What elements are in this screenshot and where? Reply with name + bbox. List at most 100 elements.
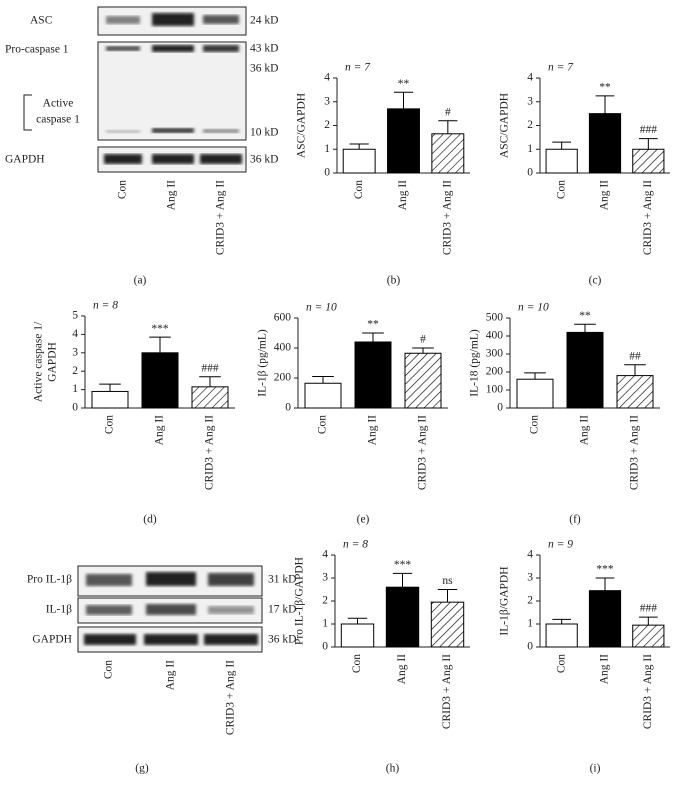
y-tick-label: 300 — [486, 348, 504, 360]
y-tick-label: 5 — [72, 310, 78, 322]
bar — [354, 341, 392, 409]
marker-label: 43 kD — [250, 43, 278, 55]
band — [86, 605, 132, 615]
y-tick-label: 4 — [72, 328, 78, 340]
y-tick-label: 0 — [324, 167, 330, 179]
x-tick-label: Ang II — [579, 415, 591, 446]
y-tick-label: 2 — [324, 119, 330, 131]
band — [84, 634, 136, 645]
y-axis-label: Active caspase 1/ — [33, 321, 45, 402]
bar — [616, 375, 654, 409]
significance-label: ## — [629, 350, 641, 362]
y-tick-label: 4 — [527, 72, 533, 84]
lane-label: CRID3 + Ang II — [215, 180, 227, 255]
panel-label: (a) — [134, 275, 147, 287]
significance-label: *** — [151, 323, 169, 335]
y-tick-label: 0 — [527, 641, 533, 653]
row-label: IL-1β — [46, 604, 72, 616]
band — [208, 606, 254, 614]
row-label: Pro-caspase 1 — [5, 44, 69, 56]
x-tick-label: Con — [317, 415, 329, 434]
row-label: caspase 1 — [36, 114, 80, 126]
bar — [545, 623, 578, 648]
bar — [588, 590, 622, 648]
y-tick-label: 0 — [497, 402, 503, 414]
band — [208, 573, 254, 586]
band — [104, 154, 142, 164]
band — [106, 16, 140, 24]
x-tick-label: CRID3 + Ang II — [642, 654, 654, 729]
blot-g: Pro IL-1β IL-1β GAPDH 31 kD 17 kD 36 kD … — [27, 565, 296, 775]
y-axis-label: Pro IL-1β/GAPDH — [294, 557, 306, 645]
bar — [632, 148, 665, 174]
bar-chart: 0 1 2 3 4 ASC/GAPDH n = 7 Con ** Ang II ### CRID3 +… — [499, 62, 670, 287]
significance-label: *** — [394, 559, 412, 571]
row-label: GAPDH — [32, 634, 72, 646]
band — [152, 45, 194, 52]
x-tick-label: CRID3 + Ang II — [441, 180, 453, 255]
significance-label: ### — [201, 362, 219, 374]
marker-label: 36 kD — [268, 634, 296, 646]
bar — [385, 586, 420, 648]
bar — [566, 331, 604, 409]
y-tick-label: 4 — [322, 549, 328, 561]
y-axis-label: IL-18 (pg/mL) — [469, 329, 481, 397]
band — [203, 15, 239, 24]
y-tick-label: 2 — [72, 365, 78, 377]
panel-label: (h) — [386, 763, 400, 775]
n-label: n = 10 — [306, 302, 337, 314]
y-axis-label: ASC/GAPDH — [499, 93, 511, 158]
x-tick-label: Ang II — [367, 415, 379, 446]
y-tick-label: 0 — [322, 641, 328, 653]
bar — [340, 623, 375, 648]
y-tick-label: 1 — [527, 143, 533, 155]
blot-a: ASC Pro-caspase 1 Active caspase 1 GAPDH… — [5, 6, 278, 287]
x-tick-label: Con — [529, 415, 541, 434]
x-tick-label: CRID3 + Ang II — [441, 654, 453, 729]
y-tick-label: 1 — [322, 618, 328, 630]
panel-label: (c) — [589, 275, 602, 287]
panel-label: (f) — [569, 514, 581, 526]
lane-label: Con — [103, 660, 115, 679]
bar — [342, 148, 376, 174]
significance-label: ** — [579, 310, 591, 322]
band — [106, 46, 140, 51]
x-tick-label: CRID3 + Ang II — [417, 415, 429, 490]
y-tick-label: 4 — [527, 549, 533, 561]
y-axis-label: IL-1β (pg/mL) — [257, 329, 269, 397]
panel-label: (i) — [590, 763, 601, 775]
bar — [404, 352, 442, 409]
marker-label: 10 kD — [250, 127, 278, 139]
bar — [91, 390, 129, 409]
panel-label: (e) — [357, 514, 370, 526]
significance-label: ### — [640, 124, 658, 136]
bar — [387, 108, 420, 174]
y-axis-label: ASC/GAPDH — [296, 93, 308, 158]
lane-label: Ang II — [165, 660, 177, 691]
x-tick-label: Con — [104, 415, 116, 434]
significance-label: ### — [640, 603, 658, 615]
y-tick-label: 2 — [527, 595, 533, 607]
n-label: n = 9 — [548, 539, 573, 551]
significance-label: ** — [599, 81, 611, 93]
blot-strip — [97, 41, 247, 141]
y-tick-label: 1 — [72, 383, 78, 395]
y-tick-label: 1 — [527, 618, 533, 630]
bar — [304, 382, 342, 409]
bar — [430, 601, 465, 648]
bar — [588, 113, 622, 174]
bar-chart: 0 100 200 300 400 500 IL-18 (pg/mL) n = 10 Con **… — [469, 302, 660, 526]
y-tick-label: 0 — [285, 402, 291, 414]
y-tick-label: 400 — [486, 330, 504, 342]
band — [152, 154, 194, 164]
significance-label: # — [420, 334, 426, 346]
y-tick-label: 3 — [322, 572, 328, 584]
y-tick-label: 3 — [72, 346, 78, 358]
x-tick-label: CRID3 + Ang II — [642, 180, 654, 255]
row-label: Pro IL-1β — [27, 574, 72, 586]
bar — [516, 378, 554, 409]
row-label: Active — [43, 98, 74, 110]
marker-label: 24 kD — [250, 15, 278, 27]
y-tick-label: 2 — [527, 119, 533, 131]
n-label: n = 7 — [548, 62, 574, 74]
